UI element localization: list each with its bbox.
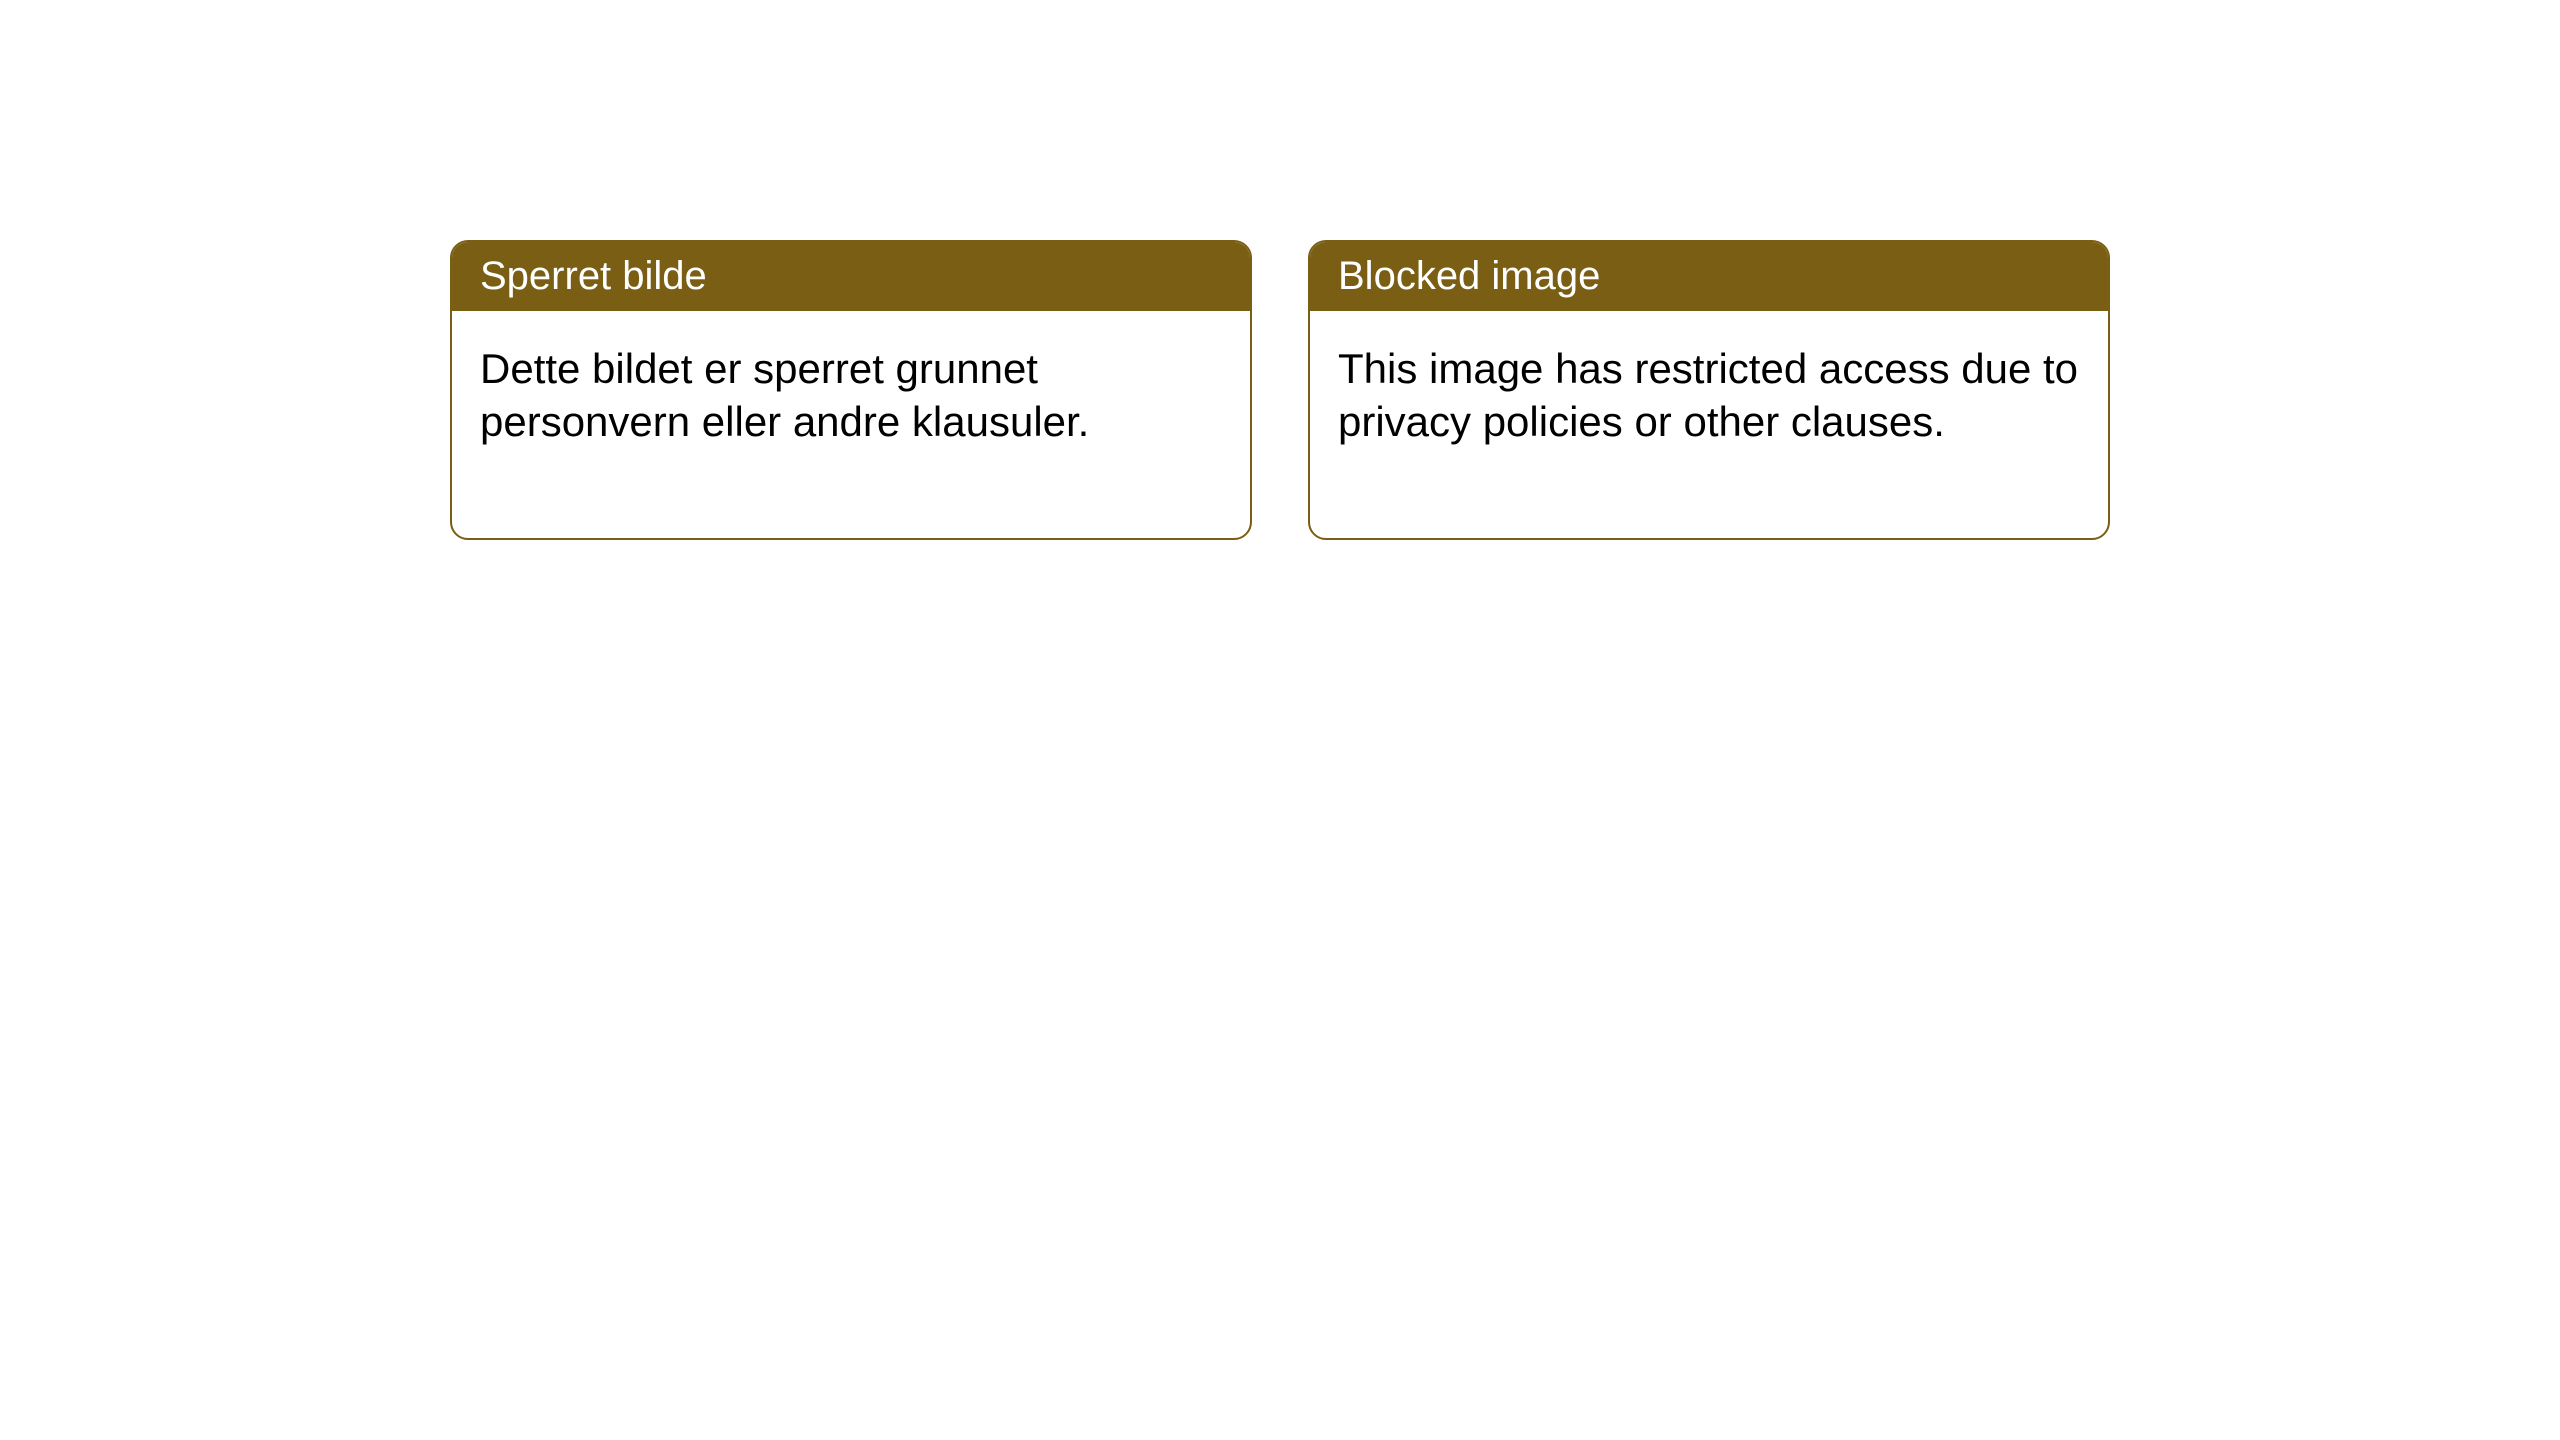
notice-card-body: Dette bildet er sperret grunnet personve…	[452, 311, 1250, 538]
notice-card-body: This image has restricted access due to …	[1310, 311, 2108, 538]
notice-cards-container: Sperret bilde Dette bildet er sperret gr…	[450, 240, 2110, 540]
notice-card-body-text: Dette bildet er sperret grunnet personve…	[480, 345, 1089, 445]
notice-card-en: Blocked image This image has restricted …	[1308, 240, 2110, 540]
notice-card-header: Sperret bilde	[452, 242, 1250, 311]
notice-card-title: Blocked image	[1338, 254, 1600, 298]
notice-card-body-text: This image has restricted access due to …	[1338, 345, 2078, 445]
notice-card-title: Sperret bilde	[480, 254, 707, 298]
notice-card-no: Sperret bilde Dette bildet er sperret gr…	[450, 240, 1252, 540]
notice-card-header: Blocked image	[1310, 242, 2108, 311]
